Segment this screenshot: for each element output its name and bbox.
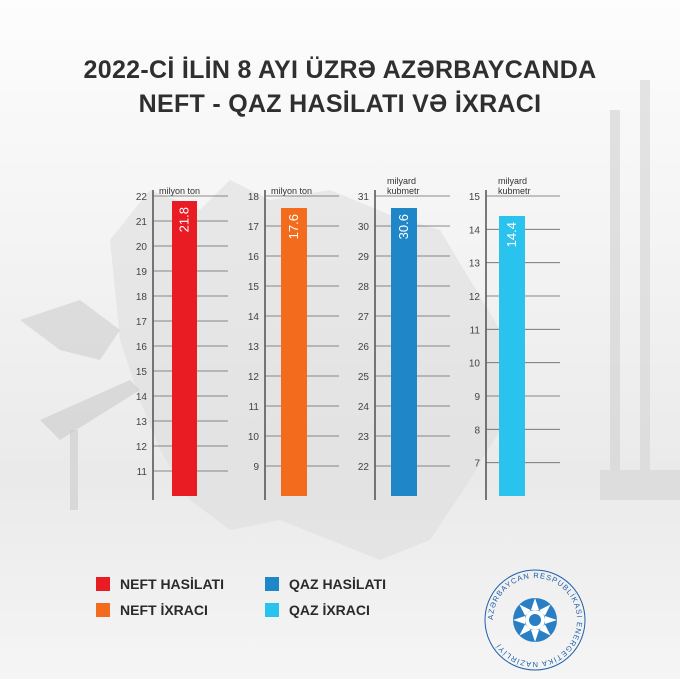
tick-label: 25	[358, 372, 370, 383]
bar	[172, 201, 197, 496]
value-label: 30.6	[396, 214, 411, 239]
tick-label: 22	[358, 462, 370, 473]
legend-swatch	[96, 577, 110, 591]
tick-label: 12	[136, 442, 148, 453]
tick-label: 15	[248, 282, 260, 293]
tick-label: 23	[358, 432, 370, 443]
tick-label: 10	[248, 432, 260, 443]
ministry-logo: AZƏRBAYCAN RESPUBLİKASI ENERGETİKA NAZİR…	[484, 569, 586, 671]
tick-label: 21	[136, 217, 148, 228]
tick-label: 18	[136, 292, 148, 303]
tick-label: 12	[469, 292, 481, 303]
tick-label: 12	[248, 372, 260, 383]
tick-label: 29	[358, 252, 370, 263]
value-label: 17.6	[286, 214, 301, 239]
legend-qaz-ixraci: QAZ İXRACI	[265, 602, 370, 618]
chart-panel: 9 10 11 12 13 14 15 16 17 18 milyon ton 17.6	[248, 186, 339, 500]
chart-panel: 11 12 13 14 15 16 17 18 19 20 21 22 milyon ton 21.8	[136, 186, 228, 500]
tick-label: 9	[474, 392, 480, 403]
bar	[281, 208, 307, 496]
tick-label: 31	[358, 192, 370, 203]
tick-label: 10	[469, 359, 481, 370]
unit-label: kubmetr	[387, 186, 420, 196]
legend-neft-hasilati: NEFT HASİLATI	[96, 576, 224, 592]
legend-label: QAZ HASİLATI	[289, 576, 386, 592]
tick-label: 11	[470, 325, 481, 336]
legend-qaz-hasilati: QAZ HASİLATI	[265, 576, 386, 592]
tick-label: 11	[249, 402, 260, 413]
tick-label: 14	[248, 312, 260, 323]
tick-label: 26	[358, 342, 370, 353]
tick-label: 30	[358, 222, 370, 233]
legend-swatch	[265, 577, 279, 591]
tick-label: 16	[248, 252, 260, 263]
unit-label: milyon ton	[271, 186, 312, 196]
legend-swatch	[96, 603, 110, 617]
unit-label: milyon ton	[159, 186, 200, 196]
tick-label: 13	[136, 417, 148, 428]
tick-label: 15	[136, 367, 148, 378]
tick-label: 28	[358, 282, 370, 293]
tick-label: 7	[474, 459, 480, 470]
title-line-2: NEFT - QAZ HASİLATI VƏ İXRACI	[138, 90, 542, 118]
tick-label: 19	[136, 267, 148, 278]
bar	[499, 216, 525, 496]
tick-label: 13	[469, 259, 481, 270]
tick-label: 16	[136, 342, 148, 353]
tick-label: 14	[136, 392, 148, 403]
legend-label: NEFT HASİLATI	[120, 576, 224, 592]
tick-label: 20	[136, 242, 148, 253]
tick-label: 17	[248, 222, 260, 233]
value-label: 14.4	[504, 222, 519, 247]
tick-label: 14	[469, 225, 481, 236]
logo-emblem	[513, 598, 557, 642]
unit-label: milyard	[498, 176, 527, 186]
tick-label: 13	[248, 342, 260, 353]
legend-label: QAZ İXRACI	[289, 602, 370, 618]
tick-label: 27	[358, 312, 370, 323]
legend-label: NEFT İXRACI	[120, 602, 208, 618]
legend-swatch	[265, 603, 279, 617]
tick-label: 11	[137, 467, 148, 478]
tick-label: 15	[469, 192, 481, 203]
title-line-1: 2022-Cİ İLİN 8 AYI ÜZRƏ AZƏRBAYCANDA	[83, 56, 597, 84]
unit-label: milyard	[387, 176, 416, 186]
tick-label: 18	[248, 192, 260, 203]
unit-label: kubmetr	[498, 186, 531, 196]
tick-label: 8	[474, 425, 480, 436]
legend-neft-ixraci: NEFT İXRACI	[96, 602, 208, 618]
value-label: 21.8	[177, 207, 192, 232]
tick-label: 22	[136, 192, 148, 203]
tick-label: 17	[136, 317, 148, 328]
tick-label: 9	[253, 462, 259, 473]
tick-label: 24	[358, 402, 370, 413]
bar	[391, 208, 417, 496]
